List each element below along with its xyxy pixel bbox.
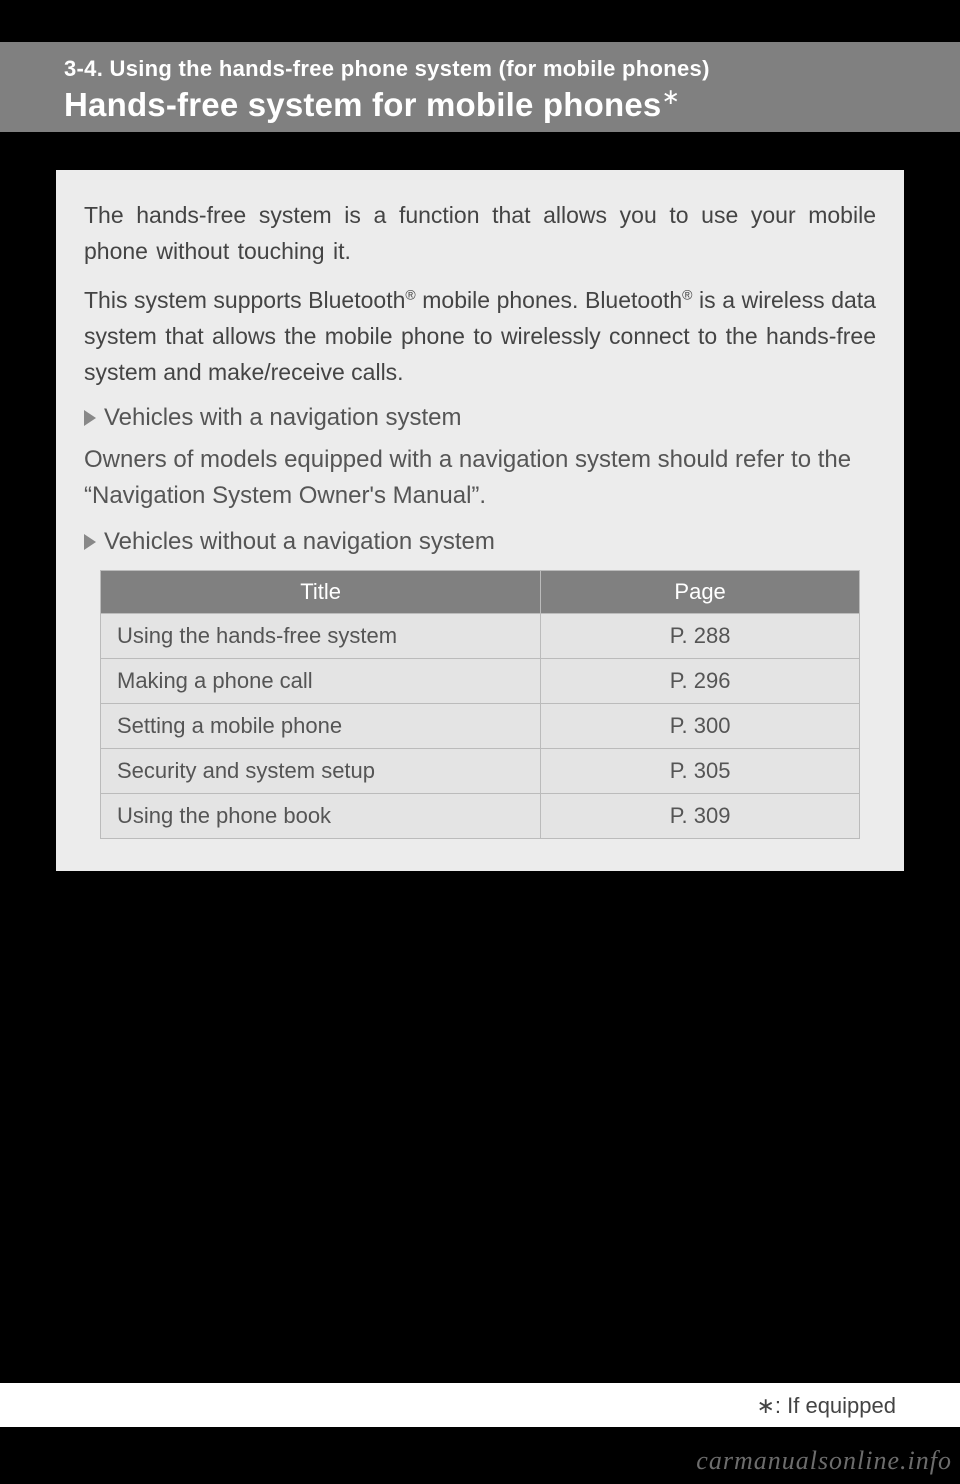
cell-page: P. 288 (541, 614, 860, 659)
cell-title: Security and system setup (101, 749, 541, 794)
section-number: 3-4. Using the hands-free phone system (… (64, 56, 896, 82)
with-nav-body: Owners of models equipped with a navigat… (84, 442, 876, 514)
registered-mark-2: ® (682, 287, 692, 303)
table-row: Setting a mobile phone P. 300 (101, 704, 860, 749)
cell-page: P. 305 (541, 749, 860, 794)
with-nav-label: Vehicles with a navigation system (104, 404, 462, 432)
cell-page: P. 309 (541, 794, 860, 839)
col-title: Title (101, 571, 541, 614)
intro-p2-pre: This system supports Bluetooth (84, 287, 405, 313)
section-title-text: Hands-free system for mobile phones (64, 86, 661, 123)
cell-title: Using the phone book (101, 794, 541, 839)
registered-mark-1: ® (405, 287, 415, 303)
footnote: ∗: If equipped (756, 1393, 896, 1419)
without-nav-label: Vehicles without a navigation system (104, 528, 495, 556)
cell-page: P. 296 (541, 659, 860, 704)
cell-title: Making a phone call (101, 659, 541, 704)
title-asterisk: ∗ (661, 84, 680, 109)
cell-title: Using the hands-free system (101, 614, 541, 659)
content-box: The hands-free system is a function that… (56, 170, 904, 871)
header-band: 3-4. Using the hands-free phone system (… (0, 42, 960, 132)
table-header-row: Title Page (101, 571, 860, 614)
section-title: Hands-free system for mobile phones∗ (64, 84, 896, 124)
cell-title: Setting a mobile phone (101, 704, 541, 749)
intro-paragraph-2: This system supports Bluetooth® mobile p… (84, 283, 876, 390)
reference-table: Title Page Using the hands-free system P… (100, 570, 860, 839)
triangle-icon (84, 410, 96, 426)
table-row: Making a phone call P. 296 (101, 659, 860, 704)
col-page: Page (541, 571, 860, 614)
intro-p2-mid: mobile phones. Bluetooth (416, 287, 682, 313)
table-row: Security and system setup P. 305 (101, 749, 860, 794)
watermark: carmanualsonline.info (696, 1446, 952, 1476)
intro-paragraph-1: The hands-free system is a function that… (84, 198, 876, 269)
bullet-with-nav: Vehicles with a navigation system (84, 404, 876, 432)
triangle-icon (84, 534, 96, 550)
bullet-without-nav: Vehicles without a navigation system (84, 528, 876, 556)
footer-band: ∗: If equipped (0, 1383, 960, 1427)
cell-page: P. 300 (541, 704, 860, 749)
table-row: Using the hands-free system P. 288 (101, 614, 860, 659)
table-row: Using the phone book P. 309 (101, 794, 860, 839)
